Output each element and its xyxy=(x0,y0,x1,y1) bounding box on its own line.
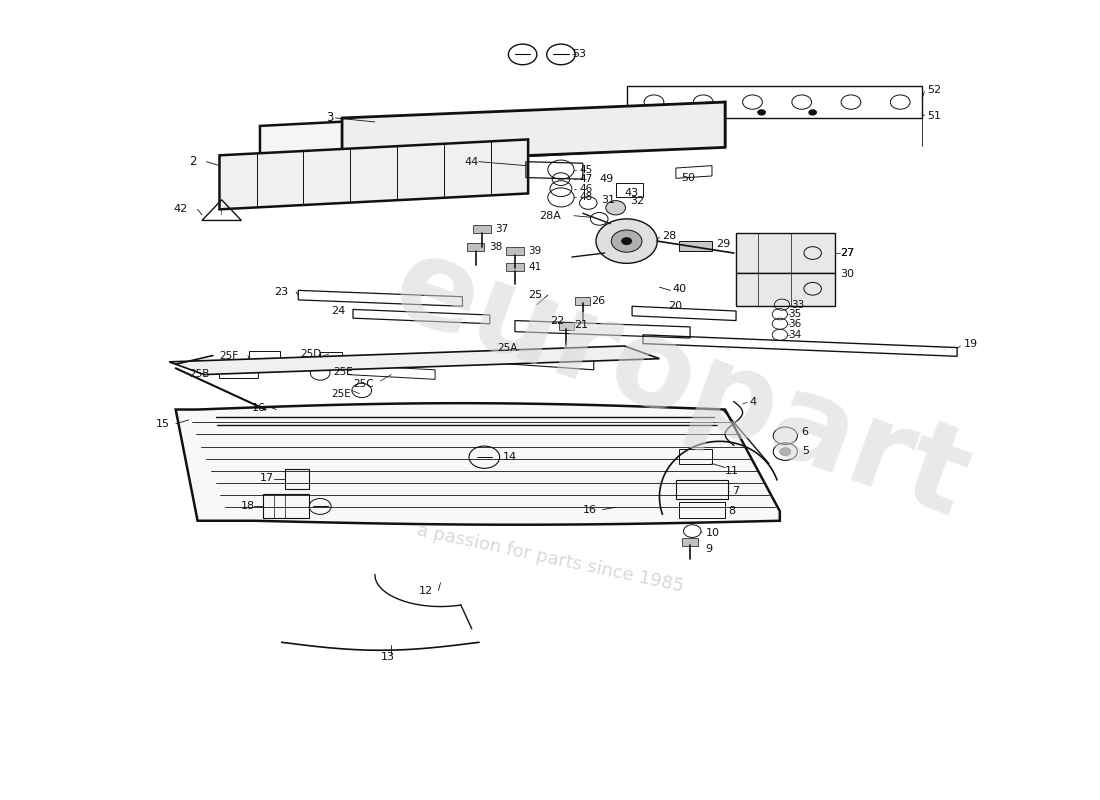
Text: 21: 21 xyxy=(574,320,589,330)
Text: 14: 14 xyxy=(503,452,517,462)
Text: 32: 32 xyxy=(630,196,644,206)
Polygon shape xyxy=(736,233,835,273)
Text: 25A: 25A xyxy=(497,343,518,354)
Bar xyxy=(679,502,725,518)
Text: 8: 8 xyxy=(728,506,736,516)
Bar xyxy=(506,246,524,254)
Text: 28A: 28A xyxy=(539,210,561,221)
Text: 11: 11 xyxy=(725,466,739,477)
Text: 50: 50 xyxy=(681,173,695,182)
Text: 25C: 25C xyxy=(353,379,374,389)
Text: 19: 19 xyxy=(964,339,978,350)
Text: 34: 34 xyxy=(789,330,802,340)
Bar xyxy=(679,450,712,463)
Text: 30: 30 xyxy=(840,270,854,279)
Text: 41: 41 xyxy=(528,262,541,271)
Text: 26: 26 xyxy=(592,297,606,306)
Text: 46: 46 xyxy=(580,184,593,194)
Text: europart: europart xyxy=(378,226,984,542)
Text: 4: 4 xyxy=(749,397,757,406)
Polygon shape xyxy=(220,139,528,210)
Polygon shape xyxy=(736,273,835,306)
Text: 16: 16 xyxy=(583,505,597,514)
Text: 2: 2 xyxy=(189,155,196,168)
Text: 25D: 25D xyxy=(300,349,321,359)
Text: 13: 13 xyxy=(381,653,395,662)
Text: 17: 17 xyxy=(260,473,274,483)
Text: 27: 27 xyxy=(840,248,855,258)
Text: 47: 47 xyxy=(580,174,593,184)
Text: 36: 36 xyxy=(789,318,802,329)
Circle shape xyxy=(757,110,766,115)
Text: 42: 42 xyxy=(174,204,188,214)
Circle shape xyxy=(606,201,626,215)
Circle shape xyxy=(596,219,658,263)
Bar xyxy=(263,494,309,518)
Text: 27: 27 xyxy=(840,248,855,258)
Text: 48: 48 xyxy=(580,193,593,202)
Text: 16: 16 xyxy=(252,403,266,413)
Text: 20: 20 xyxy=(668,302,682,311)
Bar xyxy=(575,297,591,305)
Text: 52: 52 xyxy=(927,85,942,95)
Bar xyxy=(285,469,309,489)
Text: 33: 33 xyxy=(791,300,804,310)
Text: 25E: 25E xyxy=(331,389,351,398)
Text: 25E: 25E xyxy=(333,367,353,377)
Bar xyxy=(675,480,728,499)
Text: 49: 49 xyxy=(600,174,614,184)
Polygon shape xyxy=(176,403,780,525)
Text: 10: 10 xyxy=(705,529,719,538)
Text: 6: 6 xyxy=(802,426,808,437)
Text: 28: 28 xyxy=(661,231,675,242)
Text: 5: 5 xyxy=(802,446,808,456)
Text: 24: 24 xyxy=(331,306,345,316)
Bar xyxy=(473,226,491,233)
Bar xyxy=(220,366,257,378)
Bar xyxy=(682,538,697,546)
Text: 25: 25 xyxy=(528,290,542,300)
Bar xyxy=(249,350,279,362)
Text: 39: 39 xyxy=(528,246,541,256)
Text: !: ! xyxy=(220,210,223,215)
Bar xyxy=(559,322,574,330)
Text: 38: 38 xyxy=(488,242,502,253)
Polygon shape xyxy=(342,102,725,163)
Text: 35: 35 xyxy=(789,309,802,319)
Text: 18: 18 xyxy=(241,502,254,511)
Text: 44: 44 xyxy=(464,157,478,166)
Text: 25F: 25F xyxy=(220,350,239,361)
Polygon shape xyxy=(169,346,659,374)
Text: 53: 53 xyxy=(572,50,586,59)
Bar xyxy=(506,262,524,270)
Bar xyxy=(616,183,644,198)
Text: 40: 40 xyxy=(672,284,686,294)
Text: 15: 15 xyxy=(156,419,170,429)
Circle shape xyxy=(612,230,642,252)
Text: 29: 29 xyxy=(716,239,730,250)
Text: 22: 22 xyxy=(550,315,564,326)
Text: a passion for parts since 1985: a passion for parts since 1985 xyxy=(415,522,685,596)
Text: 3: 3 xyxy=(326,111,333,125)
Text: 45: 45 xyxy=(580,165,593,174)
Text: 23: 23 xyxy=(274,287,288,297)
Polygon shape xyxy=(679,241,712,250)
Text: 12: 12 xyxy=(419,586,432,596)
Bar xyxy=(320,352,342,362)
Text: 25B: 25B xyxy=(189,369,209,378)
Circle shape xyxy=(656,110,663,115)
Text: 7: 7 xyxy=(732,486,739,495)
Bar xyxy=(466,243,484,251)
Text: 31: 31 xyxy=(602,194,615,205)
Text: 9: 9 xyxy=(705,544,713,554)
Text: 51: 51 xyxy=(927,110,942,121)
Circle shape xyxy=(780,448,791,456)
Text: 43: 43 xyxy=(625,189,638,198)
Circle shape xyxy=(706,110,715,115)
Circle shape xyxy=(808,110,817,115)
Polygon shape xyxy=(260,102,725,170)
Circle shape xyxy=(621,237,632,245)
Text: 37: 37 xyxy=(495,224,508,234)
